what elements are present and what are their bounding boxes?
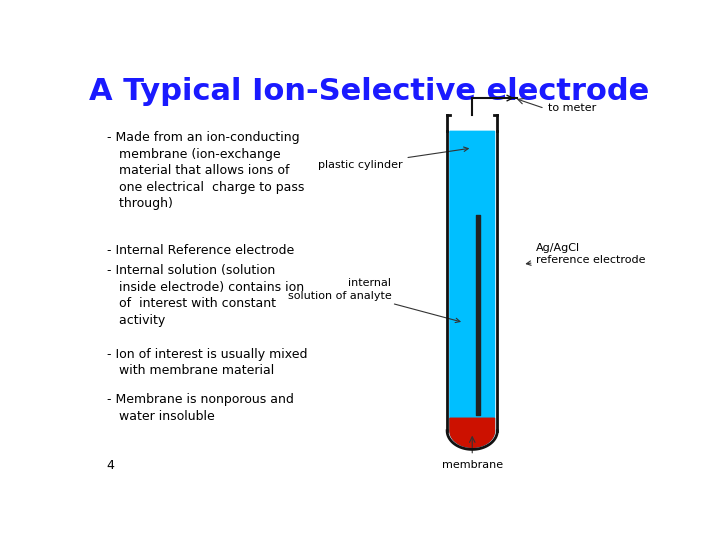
Text: - Internal solution (solution
   inside electrode) contains ion
   of  interest : - Internal solution (solution inside ele… [107,265,304,327]
Text: to meter: to meter [547,104,596,113]
Text: 4: 4 [107,460,114,472]
Text: - Made from an ion-conducting
   membrane (ion-exchange
   material that allows : - Made from an ion-conducting membrane (… [107,131,304,210]
Text: - Membrane is nonporous and
   water insoluble: - Membrane is nonporous and water insolu… [107,393,294,423]
Text: - Internal Reference electrode: - Internal Reference electrode [107,244,294,256]
Text: plastic cylinder: plastic cylinder [318,147,468,170]
Text: membrane: membrane [441,460,503,470]
Text: A Typical Ion-Selective electrode: A Typical Ion-Selective electrode [89,77,649,106]
Polygon shape [450,131,495,447]
Text: Ag/AgCl
reference electrode: Ag/AgCl reference electrode [526,243,646,265]
Text: internal
solution of analyte: internal solution of analyte [287,278,460,322]
Polygon shape [450,418,495,447]
Text: - Ion of interest is usually mixed
   with membrane material: - Ion of interest is usually mixed with … [107,348,307,377]
